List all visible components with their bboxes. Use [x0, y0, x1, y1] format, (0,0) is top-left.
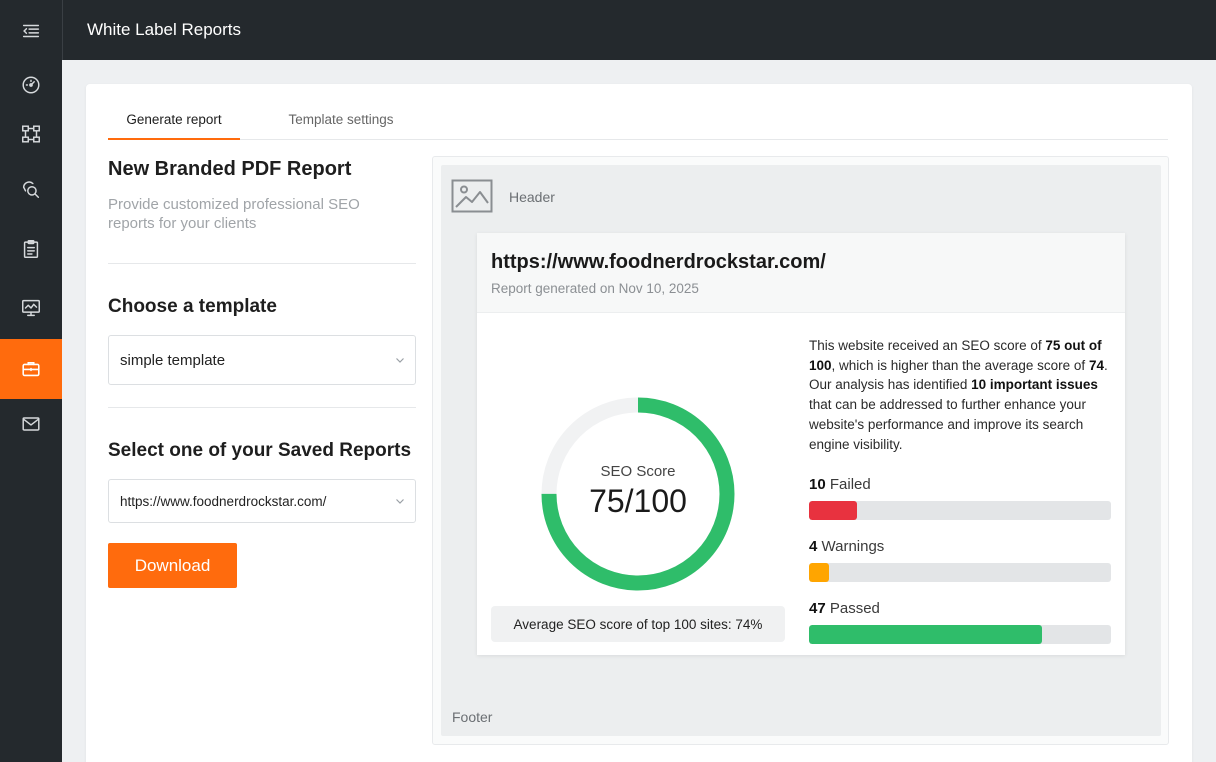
- mail-icon: [20, 413, 42, 435]
- keyword-research-icon: [20, 178, 42, 200]
- top-bar: White Label Reports: [62, 0, 1216, 60]
- report-header: https://www.foodnerdrockstar.com/ Report…: [477, 233, 1125, 313]
- form-subheading: Provide customized professional SEO repo…: [108, 195, 398, 233]
- briefcase-icon: [20, 358, 42, 380]
- progress-track: [809, 563, 1111, 582]
- template-heading: Choose a template: [108, 296, 277, 318]
- progress-fill-warnings: [809, 563, 829, 582]
- form-heading: New Branded PDF Report: [108, 158, 416, 181]
- template-select[interactable]: simple template: [108, 335, 416, 385]
- report-summary: This website received an SEO score of 75…: [809, 336, 1113, 454]
- template-select-value: simple template: [120, 352, 225, 369]
- report-url: https://www.foodnerdrockstar.com/: [491, 251, 826, 274]
- image-placeholder-icon[interactable]: [451, 179, 493, 213]
- chevron-down-icon: [395, 355, 405, 365]
- report-preview: Header https://www.foodnerdrockstar.com/…: [432, 156, 1169, 745]
- seo-score-value: 75/100: [537, 483, 739, 520]
- preview-footer-label: Footer: [452, 709, 492, 725]
- sidebar: [0, 0, 62, 762]
- sitemap-icon: [20, 123, 42, 145]
- metric-label: 4 Warnings: [809, 538, 1111, 555]
- metric-label: 10 Failed: [809, 476, 1111, 493]
- speedometer-icon: [20, 74, 42, 96]
- sidebar-item-monitoring[interactable]: [0, 279, 62, 337]
- page-title: White Label Reports: [87, 20, 241, 40]
- metric-passed: 47 Passed: [809, 600, 1111, 617]
- progress-track: [809, 501, 1111, 520]
- seo-score-label: SEO Score: [537, 463, 739, 480]
- saved-report-select[interactable]: https://www.foodnerdrockstar.com/: [108, 479, 416, 523]
- divider: [108, 407, 416, 408]
- progress-fill-failed: [809, 501, 857, 520]
- sidebar-item-white-label[interactable]: [0, 339, 62, 399]
- sidebar-item-site-audit[interactable]: [0, 105, 62, 163]
- progress-track: [809, 625, 1111, 644]
- clipboard-icon: [20, 238, 42, 260]
- metric-warnings: 4 Warnings: [809, 538, 1111, 555]
- preview-header-label: Header: [509, 189, 555, 205]
- divider: [108, 263, 416, 264]
- tab-template-settings[interactable]: Template settings: [266, 104, 416, 140]
- menu-collapse-icon: [20, 20, 42, 42]
- sidebar-toggle[interactable]: [0, 2, 62, 60]
- download-button[interactable]: Download: [108, 543, 237, 588]
- saved-reports-heading: Select one of your Saved Reports: [108, 440, 411, 462]
- sidebar-item-reports[interactable]: [0, 220, 62, 278]
- preview-canvas: Header https://www.foodnerdrockstar.com/…: [441, 165, 1161, 736]
- sidebar-item-mail[interactable]: [0, 395, 62, 453]
- sidebar-item-keywords[interactable]: [0, 160, 62, 218]
- metric-failed: 10 Failed: [809, 476, 1111, 493]
- report-form: New Branded PDF Report Provide customize…: [108, 158, 416, 233]
- progress-fill-passed: [809, 625, 1042, 644]
- monitor-chart-icon: [20, 297, 42, 319]
- saved-report-select-value: https://www.foodnerdrockstar.com/: [120, 494, 326, 509]
- tab-bar: Generate report Template settings: [108, 104, 1168, 140]
- report-page: https://www.foodnerdrockstar.com/ Report…: [477, 233, 1125, 655]
- metric-label: 47 Passed: [809, 600, 1111, 617]
- tab-generate-report[interactable]: Generate report: [108, 104, 240, 140]
- report-date: Report generated on Nov 10, 2025: [491, 281, 699, 296]
- chevron-down-icon: [395, 496, 405, 506]
- main-card: Generate report Template settings New Br…: [86, 84, 1192, 762]
- average-score-note: Average SEO score of top 100 sites: 74%: [491, 606, 785, 642]
